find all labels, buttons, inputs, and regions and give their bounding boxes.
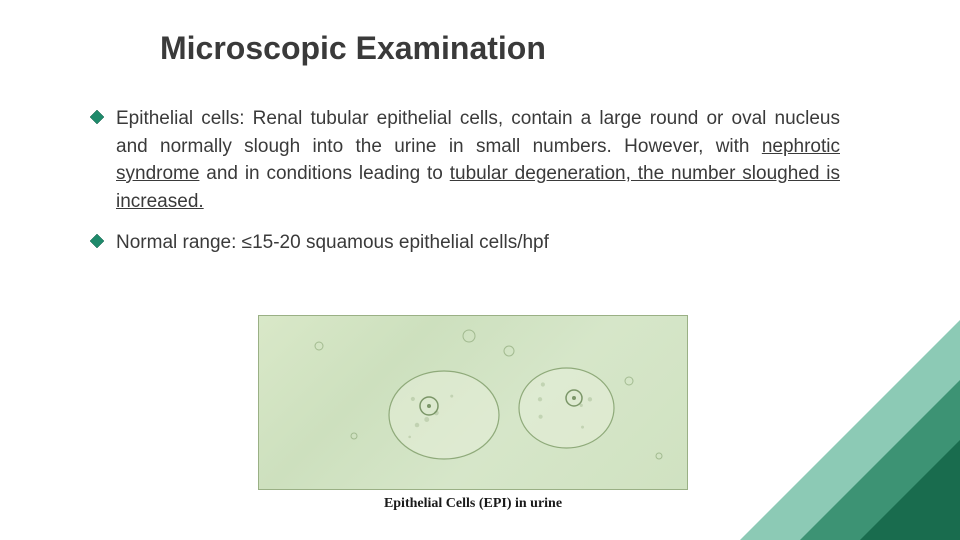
diamond-bullet-icon [90, 110, 104, 124]
slide-title: Microscopic Examination [160, 30, 546, 67]
bullet-item: Epithelial cells: Renal tubular epitheli… [90, 105, 840, 215]
bullet-prefix: Epithelial cells: [116, 108, 253, 129]
body-text: Epithelial cells: Renal tubular epitheli… [90, 105, 840, 271]
slide: Microscopic Examination Epithelial cells… [0, 0, 960, 540]
microscopy-image [258, 315, 688, 490]
bullet-item: Normal range: ≤15-20 squamous epithelial… [90, 229, 840, 257]
bullet-text: Normal range: ≤15-20 squamous epithelial… [116, 229, 549, 257]
corner-accent [740, 320, 960, 540]
figure-caption: Epithelial Cells (EPI) in urine [258, 496, 688, 512]
bullet-text: Epithelial cells: Renal tubular epitheli… [116, 105, 840, 215]
figure: Epithelial Cells (EPI) in urine [258, 315, 688, 512]
bullet-span: and in conditions leading to [199, 163, 449, 184]
microscopy-svg [259, 316, 688, 490]
diamond-bullet-icon [90, 234, 104, 248]
